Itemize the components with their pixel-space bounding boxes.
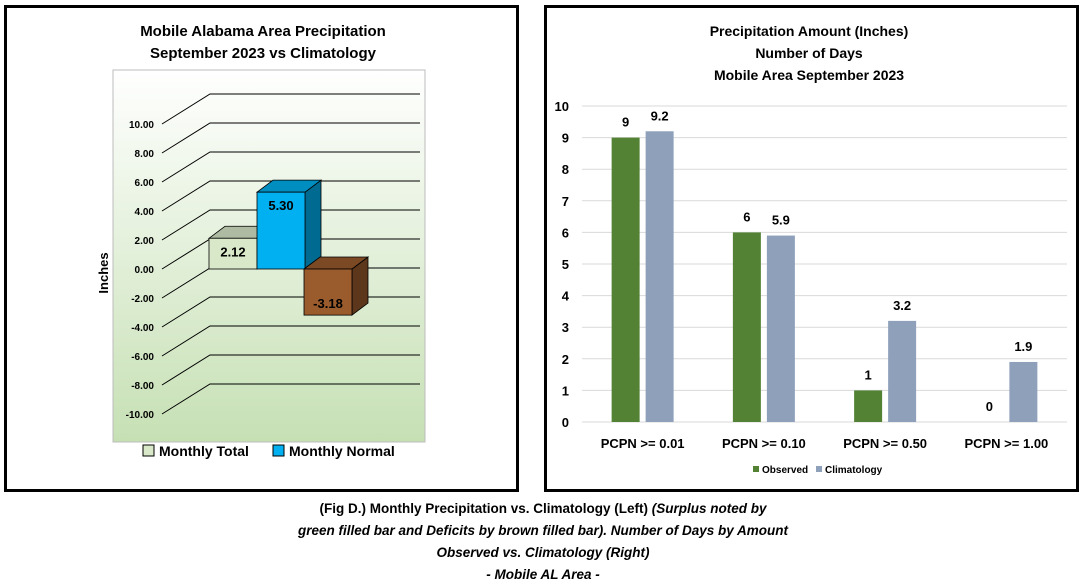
right-y-tick-label: 9	[562, 131, 569, 146]
right-y-tick-label: 10	[555, 99, 569, 114]
legend-swatch-monthly-normal	[272, 444, 285, 457]
left-gridline	[161, 209, 420, 241]
left-bar-value-label: -3.18	[313, 296, 343, 311]
right-category-label: PCPN >= 0.50	[843, 436, 927, 451]
right-y-tick-label: 4	[562, 289, 570, 304]
right-bar-observed	[854, 390, 883, 422]
left-gridline	[161, 151, 420, 183]
right-chart-svg: Precipitation Amount (Inches) Number of …	[555, 23, 1067, 476]
left-gridline	[161, 325, 420, 357]
left-legend: Monthly Total Monthly Normal	[142, 443, 395, 459]
caption-line-3: Observed vs. Climatology (Right)	[436, 545, 650, 560]
legend-label-climatology: Climatology	[825, 465, 883, 476]
right-bar-value-label: 9	[622, 115, 629, 130]
right-y-tick-label: 3	[562, 320, 569, 335]
left-bar: -3.18	[302, 256, 370, 316]
left-gridline	[161, 354, 420, 386]
left-y-tick-label: -4.00	[131, 323, 154, 334]
left-chart-subtitle: September 2023 vs Climatology	[150, 45, 377, 62]
right-y-tick-label: 2	[562, 352, 569, 367]
right-legend: Observed Climatology	[753, 465, 883, 476]
caption-line-1: (Fig D.) Monthly Precipitation vs. Clima…	[0, 498, 1086, 520]
left-y-tick-label: -6.00	[131, 352, 154, 363]
right-category-label: PCPN >= 0.01	[601, 436, 685, 451]
left-y-tick-label: 6.00	[135, 178, 155, 189]
caption-line-4: - Mobile AL Area -	[486, 567, 600, 582]
left-y-tick-label: -10.00	[126, 410, 155, 421]
left-bar-side	[304, 179, 322, 270]
left-y-axis-label: Inches	[96, 252, 111, 293]
right-y-tick-label: 5	[562, 257, 569, 272]
right-bar-climatology	[766, 235, 795, 422]
right-bar-climatology	[888, 320, 917, 422]
left-y-tick-label: 10.00	[129, 120, 154, 131]
left-chart-panel: Mobile Alabama Area Precipitation Septem…	[4, 5, 519, 492]
right-chart-subtitle: Number of Days	[755, 45, 863, 61]
right-bar-value-label: 3.2	[893, 298, 911, 313]
legend-swatch-monthly-total	[142, 444, 155, 457]
right-bar-value-label: 1	[865, 367, 872, 382]
left-y-tick-label: 8.00	[135, 149, 155, 160]
left-y-tick-label: 4.00	[135, 207, 155, 218]
figure-caption: (Fig D.) Monthly Precipitation vs. Clima…	[0, 498, 1086, 586]
right-chart-panel: Precipitation Amount (Inches) Number of …	[544, 5, 1079, 492]
left-bar-value-label: 2.12	[220, 244, 245, 259]
left-bar-front	[303, 268, 353, 316]
right-bar-climatology	[645, 131, 674, 422]
left-bar-front	[256, 191, 306, 270]
right-category-label: PCPN >= 0.10	[722, 436, 806, 451]
left-chart-title: Mobile Alabama Area Precipitation	[140, 23, 386, 40]
right-category-label: PCPN >= 1.00	[964, 436, 1048, 451]
caption-line-2: green filled bar and Deficits by brown f…	[297, 523, 789, 538]
right-bar-value-label: 1.9	[1014, 339, 1032, 354]
right-bar-observed	[611, 137, 640, 422]
left-gridline	[161, 383, 420, 415]
left-gridline	[161, 93, 420, 125]
left-bar-front	[208, 237, 258, 270]
right-bar-value-label: 9.2	[651, 108, 669, 123]
left-y-tick-label: -2.00	[131, 294, 154, 305]
legend-label-monthly-normal: Monthly Normal	[289, 443, 395, 459]
legend-swatch-observed	[753, 466, 759, 472]
caption-line-1-italic: (Surplus noted by	[651, 501, 767, 516]
legend-label-observed: Observed	[762, 465, 808, 476]
right-bar-observed	[732, 232, 761, 422]
left-chart-svg: Mobile Alabama Area Precipitation Septem…	[96, 23, 426, 459]
right-y-tick-label: 1	[562, 383, 569, 398]
left-gridline	[161, 180, 420, 212]
right-y-tick-label: 0	[562, 415, 569, 430]
right-chart-title: Precipitation Amount (Inches)	[710, 23, 909, 39]
right-y-tick-label: 8	[562, 162, 569, 177]
left-bar-value-label: 5.30	[268, 198, 293, 213]
right-bar-value-label: 5.9	[772, 213, 790, 228]
right-bar-value-label: 0	[986, 399, 993, 414]
right-chart-subtitle-2: Mobile Area September 2023	[714, 67, 904, 83]
legend-label-monthly-total: Monthly Total	[159, 443, 249, 459]
left-y-tick-label: 2.00	[135, 236, 155, 247]
right-y-tick-label: 7	[562, 194, 569, 209]
right-bar-climatology	[1009, 361, 1038, 422]
left-bar: 5.30	[255, 179, 323, 270]
left-y-tick-label: -8.00	[131, 381, 154, 392]
left-gridline	[161, 122, 420, 154]
left-y-tick-label: 0.00	[135, 265, 155, 276]
caption-line-1-bold: (Fig D.) Monthly Precipitation vs. Clima…	[319, 501, 648, 516]
right-bar-value-label: 6	[743, 209, 750, 224]
legend-swatch-climatology	[816, 466, 822, 472]
right-y-tick-label: 6	[562, 225, 569, 240]
